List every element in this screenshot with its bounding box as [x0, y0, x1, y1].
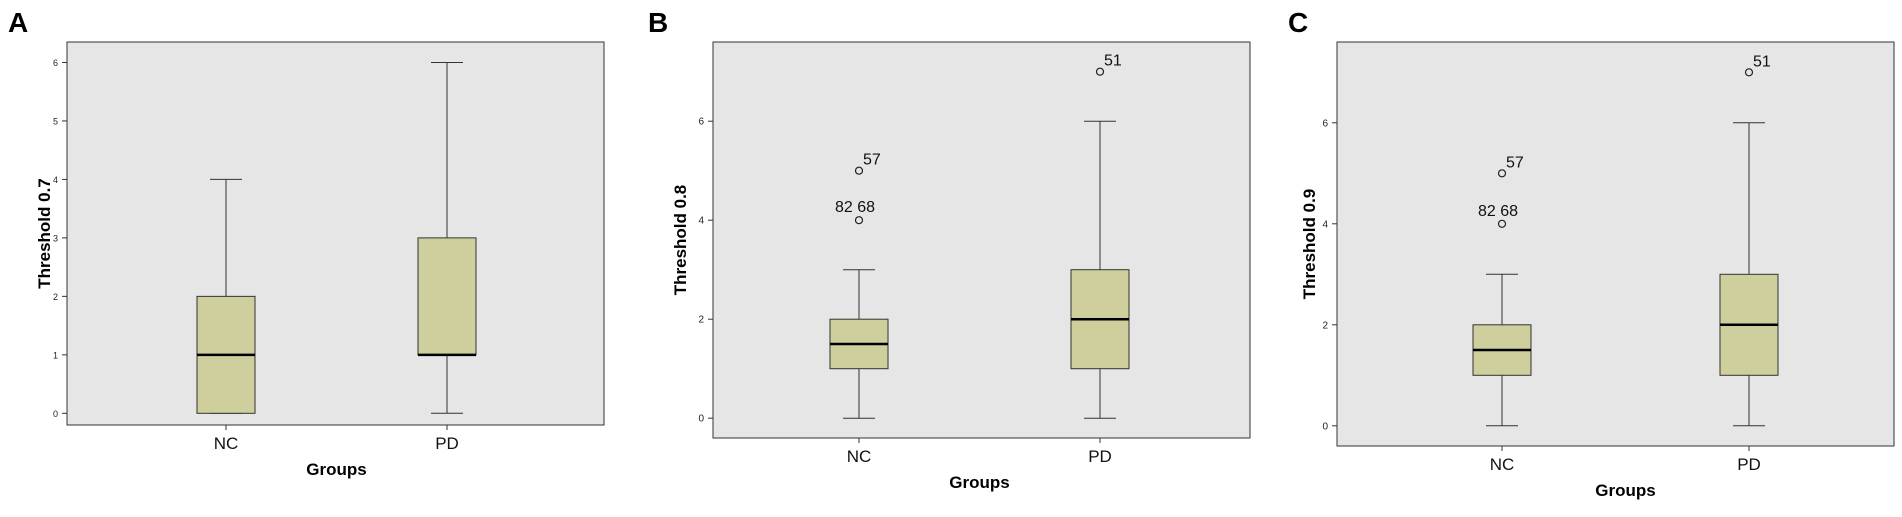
x-tick-label-nc: NC	[214, 434, 239, 453]
panel-label: A	[8, 7, 28, 38]
outlier-label: 82 68	[1478, 203, 1518, 220]
y-tick-label: 0	[1322, 421, 1328, 432]
box-nc	[196, 178, 256, 414]
y-tick-label: 2	[53, 292, 58, 302]
y-tick-label: 4	[53, 175, 58, 185]
y-tick-label: 2	[1322, 320, 1328, 331]
x-axis-label: Groups	[949, 473, 1009, 492]
iqr-box	[417, 237, 477, 356]
outlier-point	[854, 166, 864, 175]
outlier-label: 57	[863, 152, 881, 169]
y-tick-label: 5	[53, 116, 58, 126]
x-tick-label-pd: PD	[1088, 447, 1112, 466]
panel-label: B	[648, 7, 668, 38]
y-tick-label: 1	[53, 350, 58, 360]
y-tick-label: 0	[698, 414, 704, 425]
y-tick-label: 6	[1322, 118, 1328, 129]
outlier-label: 82 68	[835, 199, 875, 216]
outlier-label: 57	[1506, 154, 1524, 171]
y-axis-label: Threshold 0.9	[1300, 189, 1319, 300]
panel-a: A 0 1 2 3 4 5 6 Threshold 0.7 NC PD Groups	[8, 7, 605, 479]
y-tick-label: 3	[53, 233, 58, 243]
x-tick-label-nc: NC	[847, 447, 872, 466]
x-tick-label-pd: PD	[1737, 455, 1761, 474]
outlier-label: 51	[1753, 53, 1771, 70]
plot-area	[1336, 41, 1895, 447]
outlier-point	[1497, 219, 1507, 228]
panel-c: C 0 2 4 6 Threshold 0.9 NC PD Groups 57 82 68 51	[1288, 7, 1895, 500]
panel-label: C	[1288, 7, 1308, 38]
box-pd	[417, 61, 477, 414]
y-tick-label: 4	[698, 216, 704, 227]
outlier-point	[854, 216, 864, 225]
panel-b: B 0 2 4 6 Threshold 0.8 NC PD Groups 57 82 68 51	[648, 7, 1251, 492]
x-tick-label-pd: PD	[435, 434, 459, 453]
x-tick-label-nc: NC	[1490, 455, 1515, 474]
x-axis-label: Groups	[306, 460, 366, 479]
outlier-point	[1497, 169, 1507, 178]
y-tick-label: 2	[698, 315, 704, 326]
y-tick-label: 0	[53, 409, 58, 419]
box-pd	[1719, 122, 1779, 427]
y-axis-label: Threshold 0.8	[671, 185, 690, 296]
plot-area	[66, 41, 605, 426]
y-tick-label: 6	[698, 117, 704, 128]
y-tick-label: 4	[1322, 219, 1328, 230]
x-axis-label: Groups	[1595, 481, 1655, 500]
box-pd	[1070, 120, 1130, 419]
outlier-point	[1095, 67, 1105, 76]
box-nc	[1472, 273, 1532, 427]
box-nc	[829, 269, 889, 419]
outlier-label: 51	[1104, 53, 1122, 70]
outlier-point	[1744, 68, 1754, 77]
y-tick-label: 6	[53, 58, 58, 68]
plot-area	[712, 41, 1251, 439]
y-axis-label: Threshold 0.7	[35, 178, 54, 289]
